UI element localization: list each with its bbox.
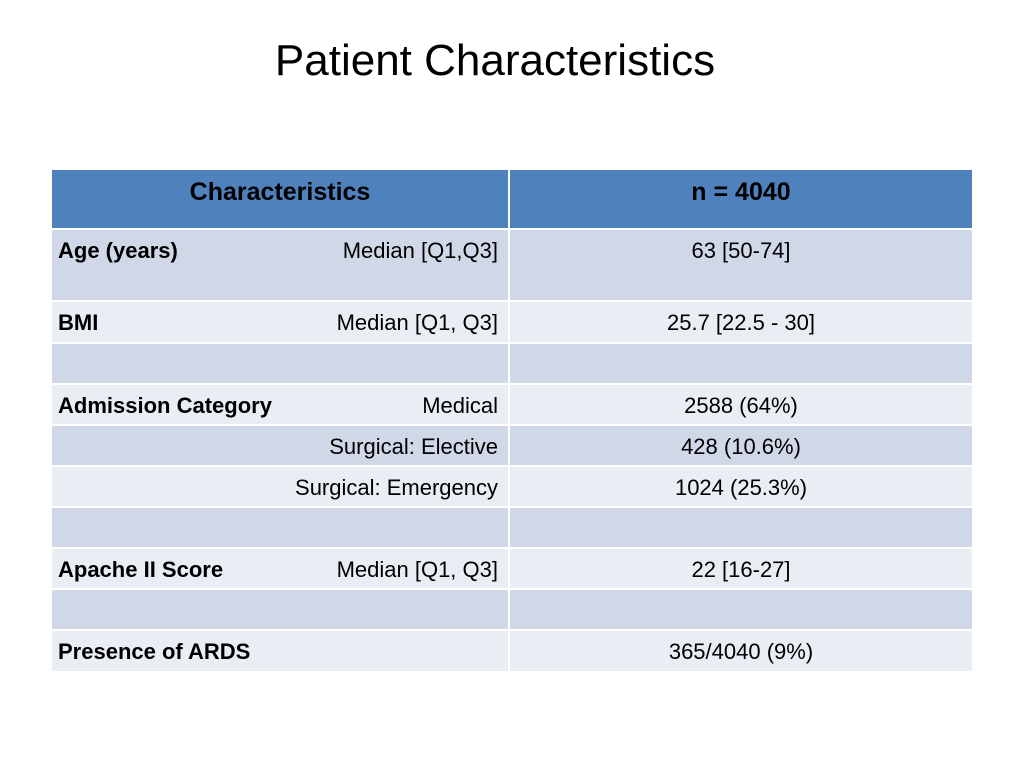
table-cell-label: BMI Median [Q1, Q3]: [52, 302, 510, 342]
characteristics-table: Characteristics n = 4040 Age (years) Med…: [52, 170, 972, 673]
row-label: Presence of ARDS: [58, 639, 251, 664]
row-sublabel: Surgical: Emergency: [295, 475, 498, 500]
table-row-spacer: [52, 508, 972, 549]
table-row-ards: Presence of ARDS 365/4040 (9%): [52, 631, 972, 673]
table-cell-value: 428 (10.6%): [510, 426, 972, 465]
row-sublabel: Medical: [422, 393, 498, 418]
table-cell-label: Surgical: Emergency: [52, 467, 510, 506]
table-row-admission-emergency: Surgical: Emergency 1024 (25.3%): [52, 467, 972, 508]
table-cell-value: 25.7 [22.5 - 30]: [510, 302, 972, 342]
table-cell-label: Admission Category Medical: [52, 385, 510, 424]
table-cell-label: Apache II Score Median [Q1, Q3]: [52, 549, 510, 588]
row-label: Apache II Score: [58, 557, 224, 582]
table-row-spacer: [52, 344, 972, 385]
row-label: Age (years): [58, 238, 178, 263]
table-row-bmi: BMI Median [Q1, Q3] 25.7 [22.5 - 30]: [52, 302, 972, 344]
table-row-admission-elective: Surgical: Elective 428 (10.6%): [52, 426, 972, 467]
table-cell-label: [52, 590, 510, 629]
row-sublabel: Median [Q1,Q3]: [342, 238, 498, 263]
table-cell-value: [510, 508, 972, 547]
table-cell-label: Presence of ARDS: [52, 631, 510, 671]
row-value: 2588 (64%): [684, 393, 798, 418]
row-value: 25.7 [22.5 - 30]: [667, 310, 815, 335]
table-cell-value: 365/4040 (9%): [510, 631, 972, 671]
table-cell-label: [52, 508, 510, 547]
row-label: BMI: [58, 310, 99, 335]
table-cell-value: 63 [50-74]: [510, 230, 972, 300]
page-title: Patient Characteristics: [274, 36, 716, 85]
table-cell-label: [52, 344, 510, 383]
table-row-age: Age (years) Median [Q1,Q3] 63 [50-74]: [52, 230, 972, 302]
table-header-row: Characteristics n = 4040: [52, 170, 972, 230]
row-sublabel: Median [Q1, Q3]: [336, 310, 498, 335]
row-value: 1024 (25.3%): [674, 475, 808, 500]
table-row-apache: Apache II Score Median [Q1, Q3] 22 [16-2…: [52, 549, 972, 590]
table-cell-label: Surgical: Elective: [52, 426, 510, 465]
row-value: 22 [16-27]: [691, 557, 791, 582]
header-cell-characteristics: Characteristics: [52, 170, 510, 228]
table-cell-value: [510, 590, 972, 629]
row-sublabel: Surgical: Elective: [329, 434, 498, 459]
table-row-admission-medical: Admission Category Medical 2588 (64%): [52, 385, 972, 426]
header-label-n: n = 4040: [691, 178, 791, 206]
header-label-characteristics: Characteristics: [189, 178, 371, 206]
table-cell-value: 2588 (64%): [510, 385, 972, 424]
table-cell-value: [510, 344, 972, 383]
row-label: Admission Category: [58, 393, 272, 418]
row-value: 365/4040 (9%): [668, 639, 814, 664]
row-value: 428 (10.6%): [681, 434, 801, 459]
row-value: 63 [50-74]: [691, 238, 791, 263]
table-cell-value: 22 [16-27]: [510, 549, 972, 588]
table-cell-value: 1024 (25.3%): [510, 467, 972, 506]
table-row-spacer: [52, 590, 972, 631]
table-cell-label: Age (years) Median [Q1,Q3]: [52, 230, 510, 300]
header-cell-n: n = 4040: [510, 170, 972, 228]
row-sublabel: Median [Q1, Q3]: [336, 557, 498, 582]
